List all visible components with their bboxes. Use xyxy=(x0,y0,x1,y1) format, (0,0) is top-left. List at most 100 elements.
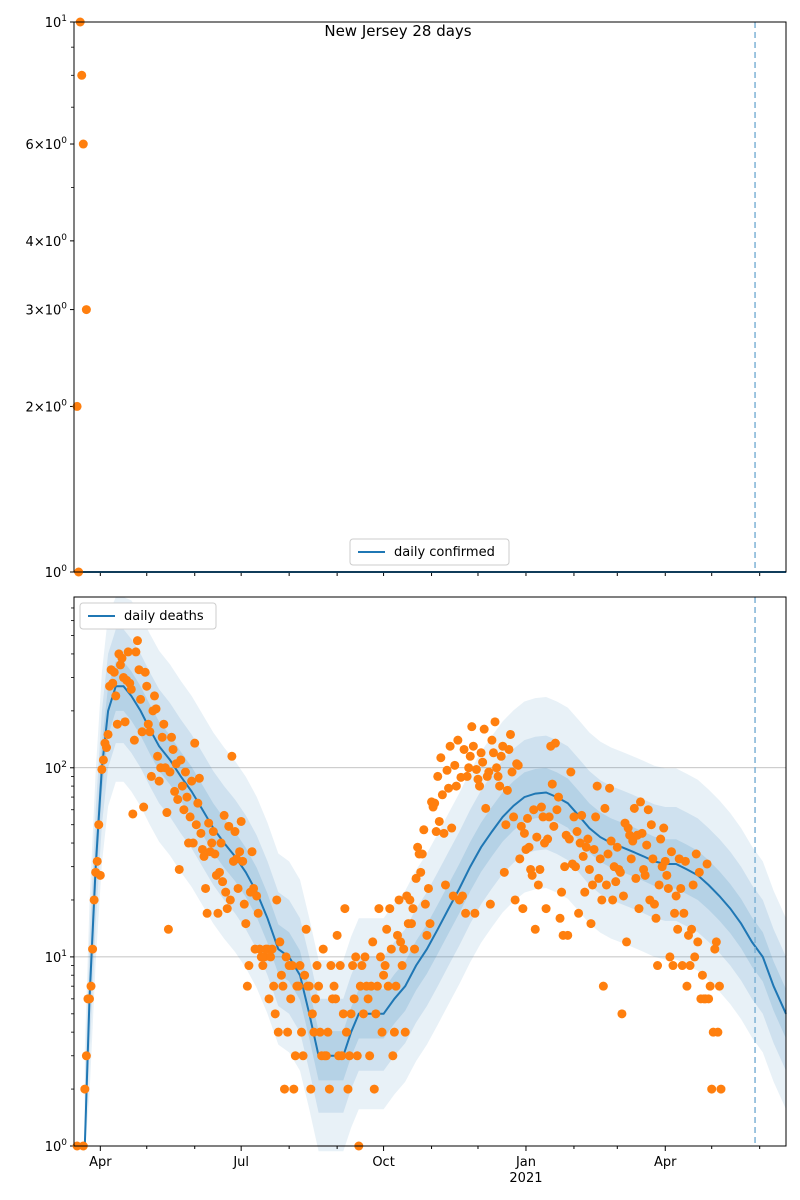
deaths-point xyxy=(213,908,223,918)
deaths-point xyxy=(219,810,229,820)
bottom-series xyxy=(72,636,787,1151)
deaths-point xyxy=(386,944,396,954)
bottom-y-tick-label: 101 xyxy=(45,949,67,966)
deaths-point xyxy=(368,937,378,947)
deaths-point xyxy=(341,1027,351,1037)
top-y-tick-label: 101 xyxy=(45,14,67,31)
deaths-point xyxy=(453,735,463,745)
deaths-point xyxy=(411,873,421,883)
deaths-point xyxy=(95,870,105,880)
top-y-tick-label: 2×100 xyxy=(26,398,68,415)
deaths-point xyxy=(601,880,611,890)
deaths-point xyxy=(227,751,237,761)
deaths-point xyxy=(349,994,359,1004)
deaths-point xyxy=(389,1027,399,1037)
deaths-point xyxy=(128,809,138,819)
deaths-point xyxy=(89,895,99,905)
deaths-point xyxy=(375,952,385,962)
deaths-point xyxy=(653,961,663,971)
deaths-point xyxy=(555,913,565,923)
deaths-point xyxy=(233,883,243,893)
deaths-point xyxy=(436,753,446,763)
deaths-point xyxy=(343,1084,353,1094)
bottom-plot-frame xyxy=(73,596,787,1147)
deaths-point xyxy=(440,880,450,890)
deaths-point xyxy=(592,781,602,791)
deaths-point xyxy=(382,924,392,934)
deaths-point xyxy=(464,763,474,773)
deaths-point xyxy=(465,751,475,761)
deaths-point xyxy=(626,854,636,864)
deaths-point xyxy=(235,847,245,857)
deaths-point xyxy=(691,849,701,859)
deaths-point xyxy=(670,908,680,918)
deaths-point xyxy=(112,719,122,729)
deaths-point xyxy=(275,937,285,947)
deaths-point xyxy=(419,825,429,835)
deaths-point xyxy=(437,790,447,800)
deaths-point xyxy=(420,899,430,909)
top-y-tick-label: 4×100 xyxy=(26,233,68,250)
deaths-point xyxy=(323,1027,333,1037)
deaths-point xyxy=(479,724,489,734)
deaths-point xyxy=(312,961,322,971)
deaths-point xyxy=(258,961,268,971)
deaths-point xyxy=(495,781,505,791)
confirmed-point xyxy=(81,305,91,315)
deaths-point xyxy=(230,827,240,837)
deaths-point xyxy=(210,849,220,859)
deaths-point xyxy=(146,771,156,781)
deaths-point xyxy=(304,981,314,991)
x-tick-label: Apr xyxy=(89,1155,112,1170)
deaths-point xyxy=(538,812,548,822)
deaths-point xyxy=(177,781,187,791)
deaths-point xyxy=(408,904,418,914)
deaths-point xyxy=(154,776,164,786)
deaths-point xyxy=(417,849,427,859)
deaths-point xyxy=(207,838,217,848)
deaths-point xyxy=(523,813,533,823)
deaths-point xyxy=(355,981,365,991)
deaths-point xyxy=(187,776,197,786)
deaths-point xyxy=(337,1051,347,1061)
deaths-point xyxy=(450,760,460,770)
deaths-point xyxy=(623,823,633,833)
deaths-point xyxy=(572,827,582,837)
x-tick-label: Apr xyxy=(654,1155,677,1170)
deaths-point xyxy=(132,636,142,646)
deaths-point xyxy=(654,880,664,890)
deaths-point xyxy=(287,961,297,971)
deaths-point xyxy=(505,729,515,739)
deaths-point xyxy=(108,678,118,688)
deaths-point xyxy=(86,981,96,991)
deaths-point xyxy=(493,771,503,781)
deaths-point xyxy=(693,937,703,947)
deaths-point xyxy=(290,1051,300,1061)
deaths-point xyxy=(637,828,647,838)
deaths-point xyxy=(646,820,656,830)
deaths-point xyxy=(612,842,622,852)
deaths-point xyxy=(366,981,376,991)
deaths-point xyxy=(109,667,119,677)
deaths-point xyxy=(300,970,310,980)
deaths-point xyxy=(570,862,580,872)
deaths-point xyxy=(218,877,228,887)
deaths-point xyxy=(174,864,184,874)
deaths-point xyxy=(574,908,584,918)
deaths-point xyxy=(634,904,644,914)
deaths-point xyxy=(255,944,265,954)
deaths-point xyxy=(564,834,574,844)
middle-confidence-band xyxy=(84,629,787,1153)
deaths-point xyxy=(688,880,698,890)
deaths-point xyxy=(566,767,576,777)
deaths-point xyxy=(413,842,423,852)
deaths-point xyxy=(603,849,613,859)
deaths-point xyxy=(241,919,251,929)
deaths-point xyxy=(253,908,263,918)
deaths-point xyxy=(179,805,189,815)
deaths-point xyxy=(481,803,491,813)
deaths-point xyxy=(80,1084,90,1094)
deaths-point xyxy=(309,1027,319,1037)
